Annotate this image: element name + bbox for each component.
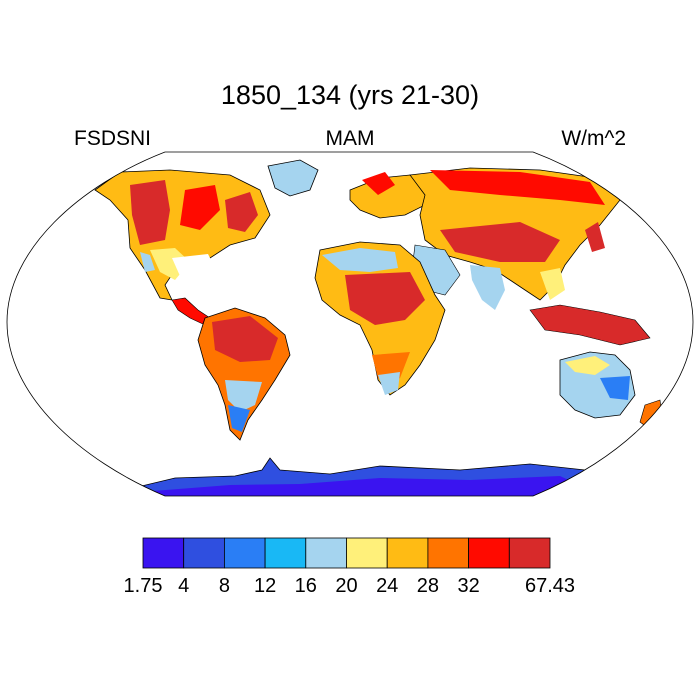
units-label: W/m^2	[561, 127, 626, 150]
map-content	[94, 159, 663, 496]
colorbar-tick-label: 12	[253, 575, 277, 597]
colorbar-swatch	[346, 537, 388, 569]
colorbar-tick-label: 8	[218, 575, 230, 597]
variable-label: FSDSNI	[74, 127, 152, 150]
map-border	[6, 151, 694, 497]
australia	[559, 351, 636, 419]
colorbar-swatch	[223, 537, 266, 569]
colorbar-swatch	[427, 537, 469, 569]
colorbar-swatch	[183, 537, 225, 569]
greenland	[267, 159, 319, 197]
colorbar-swatch	[142, 537, 185, 569]
map-title: 1850_134 (yrs 21-30)	[220, 80, 480, 110]
colorbar-swatch	[386, 537, 429, 569]
colorbar-swatch	[305, 537, 347, 569]
colorbar-tick-label: 32	[457, 575, 480, 597]
new-zealand	[639, 399, 663, 429]
asia	[409, 167, 621, 310]
season-label: MAM	[325, 127, 375, 150]
colorbar-tick-label: 67.43	[524, 575, 576, 597]
colorbar-tick-label: 1.75	[123, 575, 163, 597]
colorbar-tick-label: 16	[294, 575, 317, 597]
colorbar-tick-label: 28	[416, 575, 440, 597]
maritime-southeast-asia	[529, 304, 651, 346]
colorbar-swatch	[508, 537, 551, 569]
colorbar-swatch	[468, 537, 510, 569]
colorbar-tick-label: 24	[376, 575, 399, 597]
africa	[314, 241, 446, 396]
antarctica	[120, 457, 600, 496]
colorbar-tick-label: 4	[178, 575, 190, 597]
south-america	[197, 307, 291, 441]
colorbar-tick-label: 20	[335, 575, 358, 597]
colorbar-swatch	[264, 537, 307, 569]
north-america	[94, 169, 271, 301]
colorbar	[142, 537, 551, 569]
